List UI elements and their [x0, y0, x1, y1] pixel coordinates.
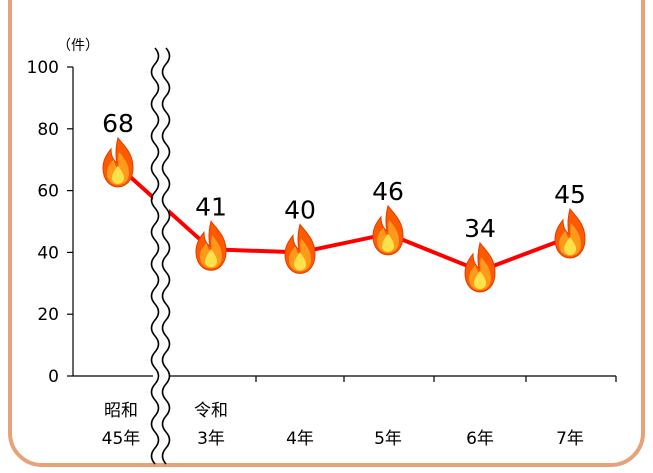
data-label: 45	[554, 180, 586, 209]
y-unit-label: （件）	[57, 38, 99, 54]
axis-break-line	[161, 47, 171, 465]
x-category-label-year: 6年	[466, 429, 494, 449]
data-label: 40	[284, 195, 316, 224]
x-category-label-year: 7年	[556, 429, 584, 449]
chart-border	[8, 0, 645, 467]
data-labels: 68 41 40 46 34 45	[102, 109, 586, 243]
axis-break-gap	[153, 48, 169, 458]
axis-break-line	[150, 47, 160, 465]
flame-icon	[195, 220, 227, 271]
y-tick-label: 20	[37, 305, 59, 325]
y-tick-label: 100	[27, 58, 59, 78]
flame-icon	[102, 136, 134, 188]
x-category-label-year: 4年	[286, 429, 314, 449]
x-category-label-era: 令和	[194, 401, 228, 421]
x-category-label-year: 5年	[374, 429, 402, 449]
y-tick-label: 0	[48, 367, 59, 387]
data-label: 41	[195, 192, 227, 221]
y-tick-label: 80	[37, 120, 59, 140]
series-path	[116, 164, 571, 273]
series-line	[116, 164, 571, 273]
category-labels: 昭和 45年 令和 3年 4年 5年 6年 7年	[102, 401, 584, 449]
y-axis: 0 20 40 60 80 100	[27, 58, 74, 387]
y-tick-label: 40	[37, 243, 59, 263]
data-label: 34	[464, 214, 496, 243]
axis-break	[150, 47, 171, 465]
x-category-label-era: 昭和	[104, 401, 138, 421]
y-tick-label: 60	[37, 182, 59, 202]
flame-icon	[554, 207, 586, 259]
flame-icon	[464, 241, 496, 293]
data-label: 68	[102, 109, 134, 138]
x-category-label-year: 45年	[102, 429, 141, 449]
flame-icon	[284, 223, 316, 274]
data-label: 46	[372, 177, 404, 206]
x-category-label-year: 3年	[197, 429, 225, 449]
flame-icon	[372, 204, 404, 256]
markers	[102, 136, 586, 293]
